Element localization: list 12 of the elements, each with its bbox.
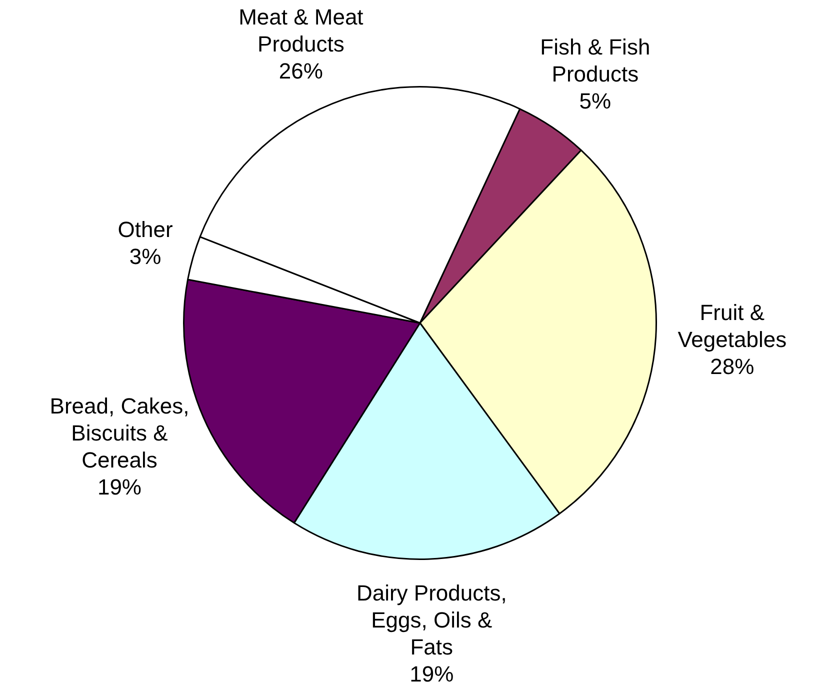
data-label: 26% — [278, 58, 323, 84]
slice-label: Fruit & Vegetables — [678, 300, 787, 352]
data-label: 28% — [710, 354, 754, 379]
data-label: 3% — [129, 244, 162, 269]
data-label: 19% — [410, 662, 454, 687]
slice-label: Dairy Products, Eggs, Oils & Fats — [356, 580, 507, 660]
slice-label: Fish & Fish Products — [540, 34, 650, 86]
data-label: 19% — [97, 474, 142, 500]
data-label: 5% — [579, 88, 612, 114]
slice-label: Meat & Meat Products — [238, 4, 364, 57]
slice-label: Bread, Cakes, Biscuits & Cereals — [50, 394, 190, 473]
slice-label: Other — [118, 216, 173, 242]
